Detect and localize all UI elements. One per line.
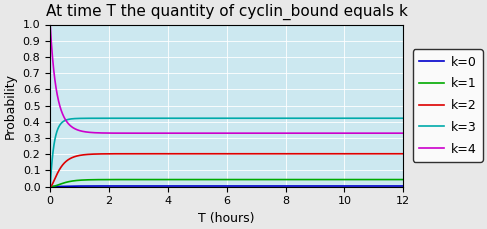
k=1 [47, 185, 53, 188]
k=4 [88, 131, 94, 134]
k=3 [109, 117, 114, 120]
Line: k=3: k=3 [50, 118, 403, 187]
Y-axis label: Probability: Probability [4, 73, 17, 139]
k=2 [356, 152, 361, 155]
k=2 [47, 185, 53, 188]
k=3 [183, 117, 188, 120]
k=4 [356, 132, 361, 135]
k=4 [393, 132, 399, 135]
k=2 [373, 152, 379, 155]
k=1 [395, 178, 401, 181]
k=1 [198, 178, 204, 181]
k=0 [88, 185, 94, 187]
k=3 [356, 117, 361, 120]
k=0 [400, 185, 406, 187]
k=4 [47, 23, 53, 26]
k=2 [393, 152, 399, 155]
X-axis label: T (hours): T (hours) [198, 212, 255, 225]
k=0 [183, 185, 188, 187]
k=1 [356, 178, 361, 181]
k=1 [400, 178, 406, 181]
k=0 [393, 185, 399, 187]
k=1 [88, 178, 94, 181]
k=4 [400, 132, 406, 135]
k=2 [183, 152, 188, 155]
k=0 [395, 185, 401, 187]
k=0 [109, 185, 114, 187]
Line: k=1: k=1 [50, 180, 403, 187]
k=2 [88, 153, 94, 156]
k=2 [109, 153, 114, 155]
k=0 [47, 185, 53, 188]
k=0 [356, 185, 361, 187]
k=2 [400, 152, 406, 155]
Legend: k=0, k=1, k=2, k=3, k=4: k=0, k=1, k=2, k=3, k=4 [413, 49, 483, 162]
k=0 [198, 185, 204, 187]
k=3 [47, 185, 53, 188]
k=3 [393, 117, 399, 120]
Line: k=2: k=2 [50, 154, 403, 187]
k=4 [198, 132, 204, 135]
k=2 [198, 152, 204, 155]
k=3 [400, 117, 406, 120]
k=4 [183, 132, 188, 135]
k=4 [389, 132, 395, 135]
Line: k=4: k=4 [50, 25, 403, 133]
k=4 [109, 132, 114, 134]
k=3 [88, 117, 94, 120]
k=1 [183, 178, 188, 181]
k=3 [198, 117, 204, 120]
Line: k=0: k=0 [50, 186, 403, 187]
k=1 [109, 178, 114, 181]
k=3 [373, 117, 379, 120]
k=1 [393, 178, 399, 181]
Title: At time T the quantity of cyclin_bound equals k: At time T the quantity of cyclin_bound e… [46, 4, 408, 20]
